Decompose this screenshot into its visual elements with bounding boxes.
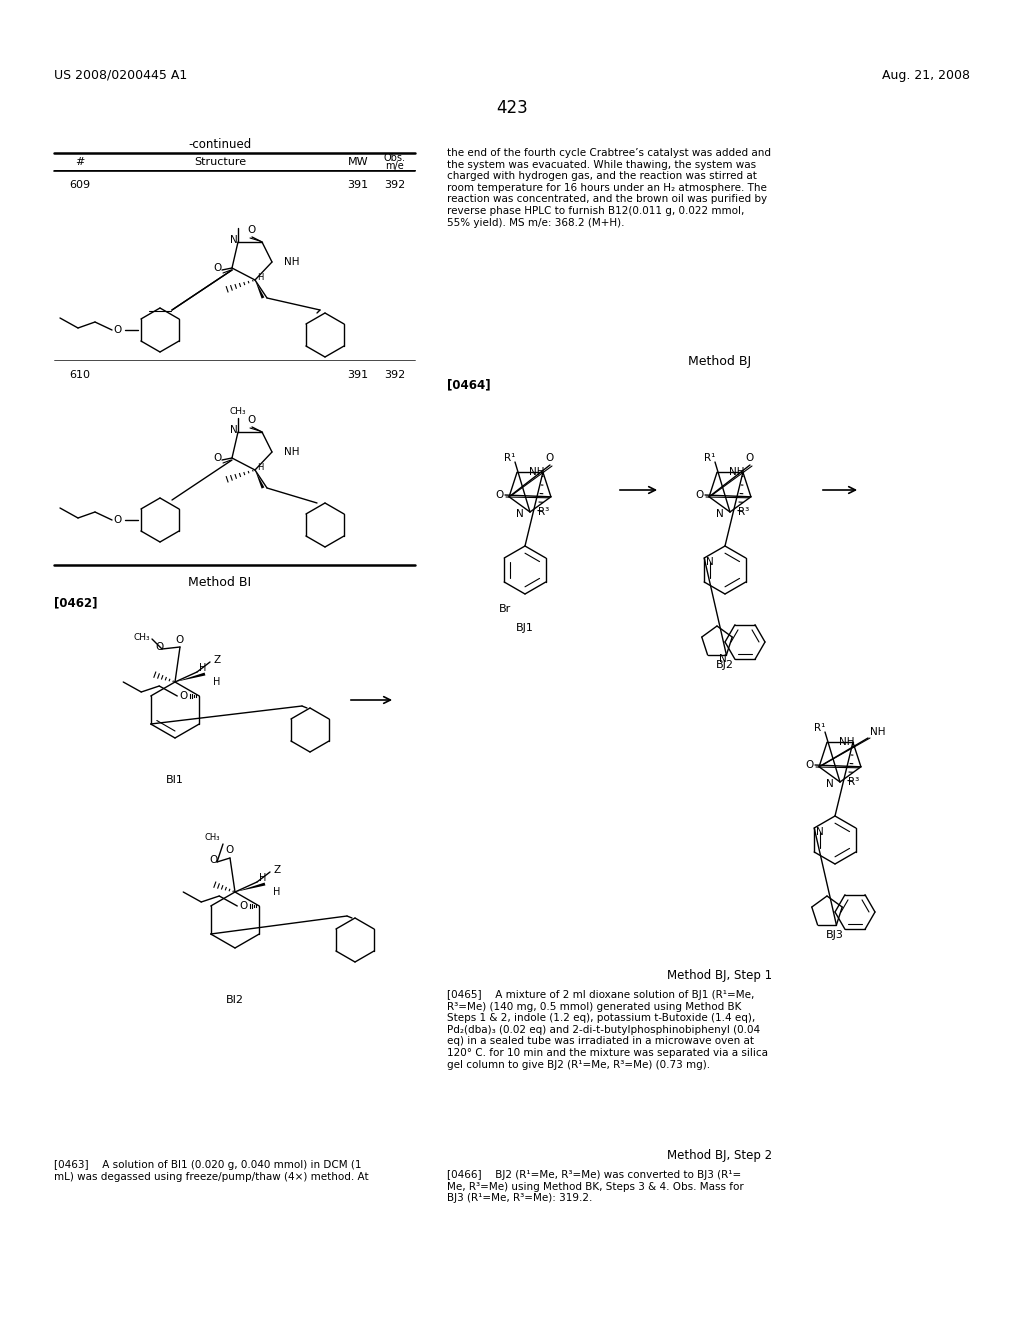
Text: NH: NH [870, 727, 886, 737]
Text: R³: R³ [848, 777, 859, 787]
Text: H: H [259, 873, 266, 883]
Text: R¹: R¹ [504, 453, 516, 463]
Text: CH₃: CH₃ [229, 408, 247, 417]
Text: O: O [696, 490, 705, 500]
Text: Aug. 21, 2008: Aug. 21, 2008 [882, 69, 970, 82]
Text: O: O [546, 453, 554, 463]
Polygon shape [175, 673, 206, 682]
Text: Z: Z [213, 655, 220, 665]
Text: 392: 392 [384, 370, 406, 380]
Text: N: N [230, 235, 238, 246]
Text: O: O [179, 690, 187, 701]
Text: NH: NH [839, 737, 855, 747]
Text: MW: MW [348, 157, 369, 168]
Text: H: H [200, 663, 207, 673]
Text: 609: 609 [70, 180, 90, 190]
Text: Obs.: Obs. [384, 153, 406, 162]
Text: N: N [719, 653, 726, 664]
Text: 423: 423 [496, 99, 528, 117]
Text: [0463]  A solution of BI1 (0.020 g, 0.040 mmol) in DCM (1
mL) was degassed using: [0463] A solution of BI1 (0.020 g, 0.040… [54, 1160, 369, 1181]
Text: O: O [248, 224, 256, 235]
Text: [0462]: [0462] [54, 597, 97, 610]
Text: O: O [226, 845, 234, 855]
Text: NH: NH [529, 467, 545, 478]
Text: O: O [214, 453, 222, 463]
Text: CH₃: CH₃ [133, 632, 150, 642]
Text: Br: Br [499, 605, 511, 614]
Text: O: O [209, 855, 217, 865]
Text: 392: 392 [384, 180, 406, 190]
Text: N: N [816, 828, 824, 837]
Text: -continued: -continued [188, 139, 252, 152]
Text: N: N [707, 557, 714, 568]
Text: #: # [76, 157, 85, 168]
Text: Method BJ, Step 1: Method BJ, Step 1 [668, 969, 772, 982]
Text: N: N [826, 779, 834, 789]
Text: the end of the fourth cycle Crabtree’s catalyst was added and
the system was eva: the end of the fourth cycle Crabtree’s c… [447, 148, 771, 227]
Polygon shape [234, 883, 265, 892]
Text: [0466]  BJ2 (R¹=Me, R³=Me) was converted to BJ3 (R¹=
Me, R³=Me) using Method BK,: [0466] BJ2 (R¹=Me, R³=Me) was converted … [447, 1170, 743, 1204]
Text: H: H [213, 677, 220, 686]
Text: Method BJ, Step 2: Method BJ, Step 2 [668, 1148, 772, 1162]
Text: O: O [156, 642, 164, 652]
Text: O: O [114, 515, 122, 525]
Text: BJ3: BJ3 [826, 931, 844, 940]
Text: m/e: m/e [386, 161, 404, 172]
Text: R³: R³ [538, 507, 549, 517]
Text: N: N [230, 425, 238, 436]
Text: O: O [214, 263, 222, 273]
Text: CH₃: CH₃ [205, 833, 220, 842]
Polygon shape [255, 280, 264, 298]
Text: O: O [176, 635, 184, 645]
Text: N: N [716, 510, 724, 519]
Text: Structure: Structure [194, 157, 246, 168]
Text: BI1: BI1 [166, 775, 184, 785]
Text: O: O [806, 760, 814, 770]
Text: O: O [114, 325, 122, 335]
Text: NH: NH [729, 467, 744, 478]
Text: BJ2: BJ2 [716, 660, 734, 671]
Text: Method BJ: Method BJ [688, 355, 752, 368]
Text: H: H [257, 273, 263, 282]
Text: NH: NH [284, 447, 299, 457]
Text: 391: 391 [347, 180, 369, 190]
Text: Method BI: Method BI [188, 576, 252, 589]
Text: BJ1: BJ1 [516, 623, 534, 634]
Text: [0465]  A mixture of 2 ml dioxane solution of BJ1 (R¹=Me,
R³=Me) (140 mg, 0.5 mm: [0465] A mixture of 2 ml dioxane solutio… [447, 990, 768, 1069]
Polygon shape [255, 470, 264, 488]
Text: N: N [516, 510, 524, 519]
Text: H: H [257, 463, 263, 473]
Text: 610: 610 [70, 370, 90, 380]
Text: US 2008/0200445 A1: US 2008/0200445 A1 [54, 69, 187, 82]
Text: [0464]: [0464] [447, 379, 490, 392]
Text: O: O [248, 414, 256, 425]
Text: O: O [239, 902, 247, 911]
Text: 391: 391 [347, 370, 369, 380]
Text: NH: NH [284, 257, 299, 267]
Text: O: O [745, 453, 754, 463]
Text: BI2: BI2 [226, 995, 244, 1005]
Text: R¹: R¹ [705, 453, 716, 463]
Text: H: H [273, 887, 281, 898]
Text: Z: Z [273, 865, 281, 875]
Text: R³: R³ [738, 507, 750, 517]
Text: R¹: R¹ [814, 723, 825, 733]
Text: O: O [496, 490, 504, 500]
